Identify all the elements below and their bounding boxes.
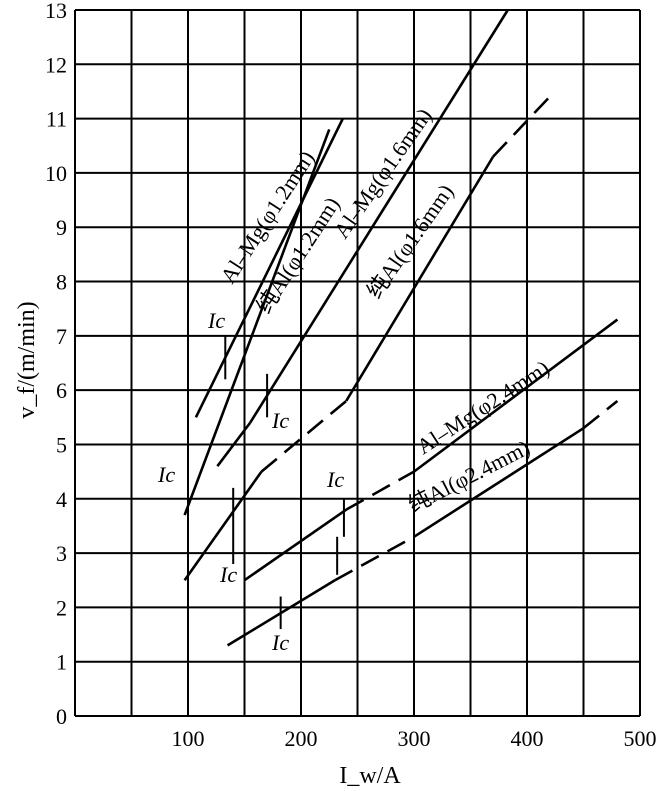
series-line-1 xyxy=(194,118,344,418)
y-tick-label: 5 xyxy=(56,432,67,457)
y-tick-label: 11 xyxy=(46,107,67,132)
x-tick-label: 300 xyxy=(398,726,431,751)
series-line-5 xyxy=(243,508,347,582)
ic-label: Ic xyxy=(219,562,237,587)
series-line-4 xyxy=(260,400,348,473)
x-tick-label: 400 xyxy=(511,726,544,751)
series-line-6 xyxy=(334,535,415,582)
series-line-4 xyxy=(345,155,495,402)
y-tick-label: 7 xyxy=(56,324,67,349)
series-line-5 xyxy=(345,470,415,511)
series-line-6 xyxy=(413,427,585,538)
ic-label: Ic xyxy=(207,308,225,333)
y-tick-label: 9 xyxy=(56,215,67,240)
y-tick-label: 8 xyxy=(56,270,67,295)
y-tick-label: 6 xyxy=(56,378,67,403)
y-tick-label: 10 xyxy=(45,161,67,186)
series-line-2 xyxy=(183,129,331,516)
ic-label: Ic xyxy=(157,462,175,487)
x-axis-label: I_w/A xyxy=(339,763,401,789)
y-tick-label: 3 xyxy=(56,541,67,566)
x-tick-label: 100 xyxy=(172,726,205,751)
y-tick-label: 13 xyxy=(45,0,67,23)
y-tick-label: 1 xyxy=(56,650,67,675)
x-tick-label: 500 xyxy=(624,726,657,751)
y-tick-label: 0 xyxy=(56,704,67,729)
y-axis-label: v_f/(m/min) xyxy=(14,301,40,418)
series-line-4 xyxy=(183,470,263,581)
series-line-5 xyxy=(413,318,619,473)
series-labels: Al–Mg(φ1.2mm)纯Al(φ1.2mm)Al–Mg(φ1.6mm)纯Al… xyxy=(157,103,554,655)
series-line-3 xyxy=(216,421,252,467)
ic-label: Ic xyxy=(271,408,289,433)
series-lines xyxy=(183,9,619,647)
series-line-3 xyxy=(249,9,509,424)
series-line-6 xyxy=(582,400,619,430)
series-line-4 xyxy=(492,95,551,158)
grid xyxy=(74,9,641,717)
y-tick-label: 12 xyxy=(45,52,67,77)
ic-label: Ic xyxy=(271,630,289,655)
y-tick-label: 2 xyxy=(56,595,67,620)
y-tick-label: 4 xyxy=(56,487,67,512)
ic-label: Ic xyxy=(326,467,344,492)
x-tick-label: 200 xyxy=(285,726,318,751)
